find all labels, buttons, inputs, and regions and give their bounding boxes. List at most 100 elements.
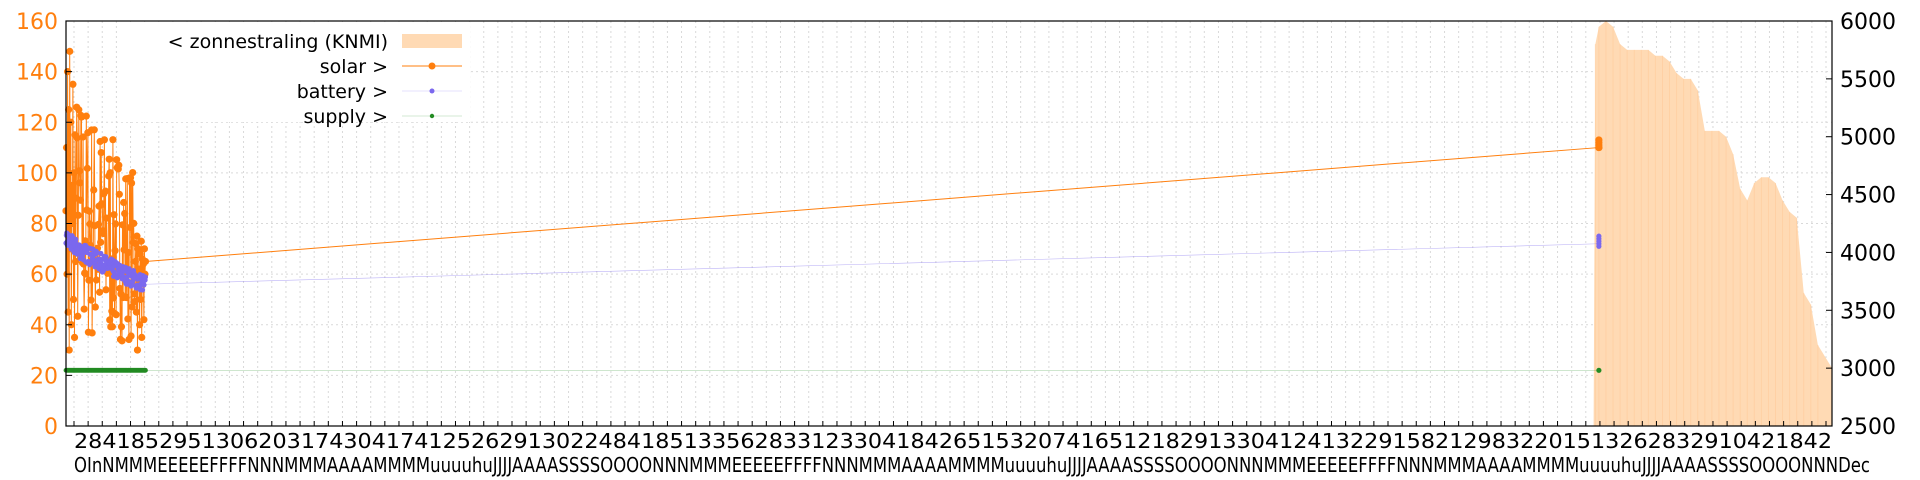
solar-point (102, 214, 111, 222)
solar-point (74, 211, 82, 219)
solar-point (96, 288, 104, 296)
solar-point (79, 133, 87, 141)
ytick-label-left: 0 (44, 415, 58, 440)
solar-point (72, 257, 80, 266)
solar-point (85, 276, 93, 284)
solar-point (124, 248, 133, 257)
axis-ticks: 0 20 40 60 80 100 120 140 160 2500 3000 3500 4000 450… (16, 10, 1896, 477)
legend: < zonnestraling (KNMI) solar > battery > su… (120, 22, 470, 128)
solar-point (115, 161, 123, 169)
solar-point (109, 136, 117, 144)
solar-point (118, 337, 126, 345)
solar-point (106, 169, 114, 177)
solar-point (117, 323, 126, 331)
ytick-label-right: 3000 (1840, 357, 1896, 382)
xtick-labels-day: 2841852951306203174304174125262913022484… (74, 429, 1832, 453)
solar-point (65, 105, 73, 114)
solar-point (91, 303, 99, 311)
solar-point (92, 276, 101, 284)
ytick-label-right: 4500 (1840, 184, 1896, 209)
solar-point (140, 316, 148, 324)
solar-point (82, 270, 90, 278)
solar-point (1595, 136, 1603, 144)
solar-point (137, 237, 145, 245)
battery-gap-line (145, 243, 1599, 285)
solar-point (133, 346, 142, 354)
ytick-label-right: 5000 (1840, 126, 1896, 151)
solar-point (106, 316, 114, 324)
solar-point (137, 295, 145, 304)
solar-point (82, 112, 90, 120)
supply-point (143, 367, 148, 373)
solar-point (68, 219, 77, 228)
supply-point (1596, 367, 1602, 373)
solar-point (100, 136, 109, 144)
legend-label-solar: solar > (320, 56, 388, 78)
solar-point (68, 181, 76, 190)
legend-marker-supply (429, 113, 435, 119)
solar-point (122, 293, 130, 302)
solar-point (80, 305, 88, 313)
solar-point (111, 247, 119, 255)
solar-point (140, 245, 149, 253)
solar-point (66, 47, 74, 55)
battery-point (1596, 241, 1602, 247)
legend-label-supply: supply > (303, 106, 388, 128)
solar-point (76, 179, 84, 187)
radiation-area-series (1593, 21, 1833, 426)
solar-gap-line (145, 147, 1599, 262)
solar-point (98, 200, 106, 208)
solar-point (116, 284, 124, 293)
solar-point (108, 323, 117, 331)
solar-point (110, 211, 118, 219)
solar-point (75, 167, 83, 175)
legend-marker-battery (429, 88, 435, 94)
ytick-label-left: 20 (30, 364, 58, 389)
solar-point (112, 220, 120, 228)
solar-point (94, 220, 103, 228)
solar-point (69, 295, 78, 304)
solar-point (131, 257, 139, 266)
solar-point (88, 329, 96, 337)
ytick-label-right: 4000 (1840, 241, 1896, 266)
battery-point (1596, 233, 1602, 239)
solar-point (70, 333, 79, 342)
ytick-label-left: 40 (30, 314, 58, 339)
solar-point (113, 156, 121, 164)
solar-point (81, 237, 89, 245)
solar-point (109, 294, 118, 302)
solar-point (97, 238, 105, 246)
solar-point (128, 179, 136, 187)
legend-swatch-radiation (402, 34, 462, 48)
ytick-label-left: 140 (16, 61, 58, 86)
solar-point (112, 311, 120, 319)
solar-point (138, 333, 146, 342)
solar-point (101, 187, 110, 195)
solar-point (130, 290, 138, 298)
solar-point (90, 126, 98, 134)
solar-point (97, 148, 105, 157)
battery-point (139, 287, 146, 293)
legend-label-battery: battery > (297, 81, 388, 103)
solar-point (136, 321, 144, 329)
series-points (62, 47, 1603, 373)
ytick-label-right: 6000 (1840, 10, 1896, 35)
solar-point (76, 196, 85, 204)
solar-point (102, 286, 110, 294)
solar-point (73, 134, 81, 142)
ytick-label-right: 5500 (1840, 68, 1896, 93)
solar-point (121, 209, 129, 218)
legend-label-area: < zonnestraling (KNMI) (168, 31, 388, 53)
legend-marker-solar (428, 62, 436, 70)
solar-point (69, 80, 77, 88)
solar-point (131, 297, 139, 306)
solar-point (118, 221, 127, 229)
ytick-label-left: 120 (16, 111, 58, 136)
ytick-label-left: 80 (30, 213, 58, 238)
ytick-label-left: 160 (16, 10, 58, 35)
solar-point (133, 232, 141, 240)
battery-point (73, 236, 79, 242)
ytick-label-right: 3500 (1840, 299, 1896, 324)
solar-point (65, 346, 73, 354)
